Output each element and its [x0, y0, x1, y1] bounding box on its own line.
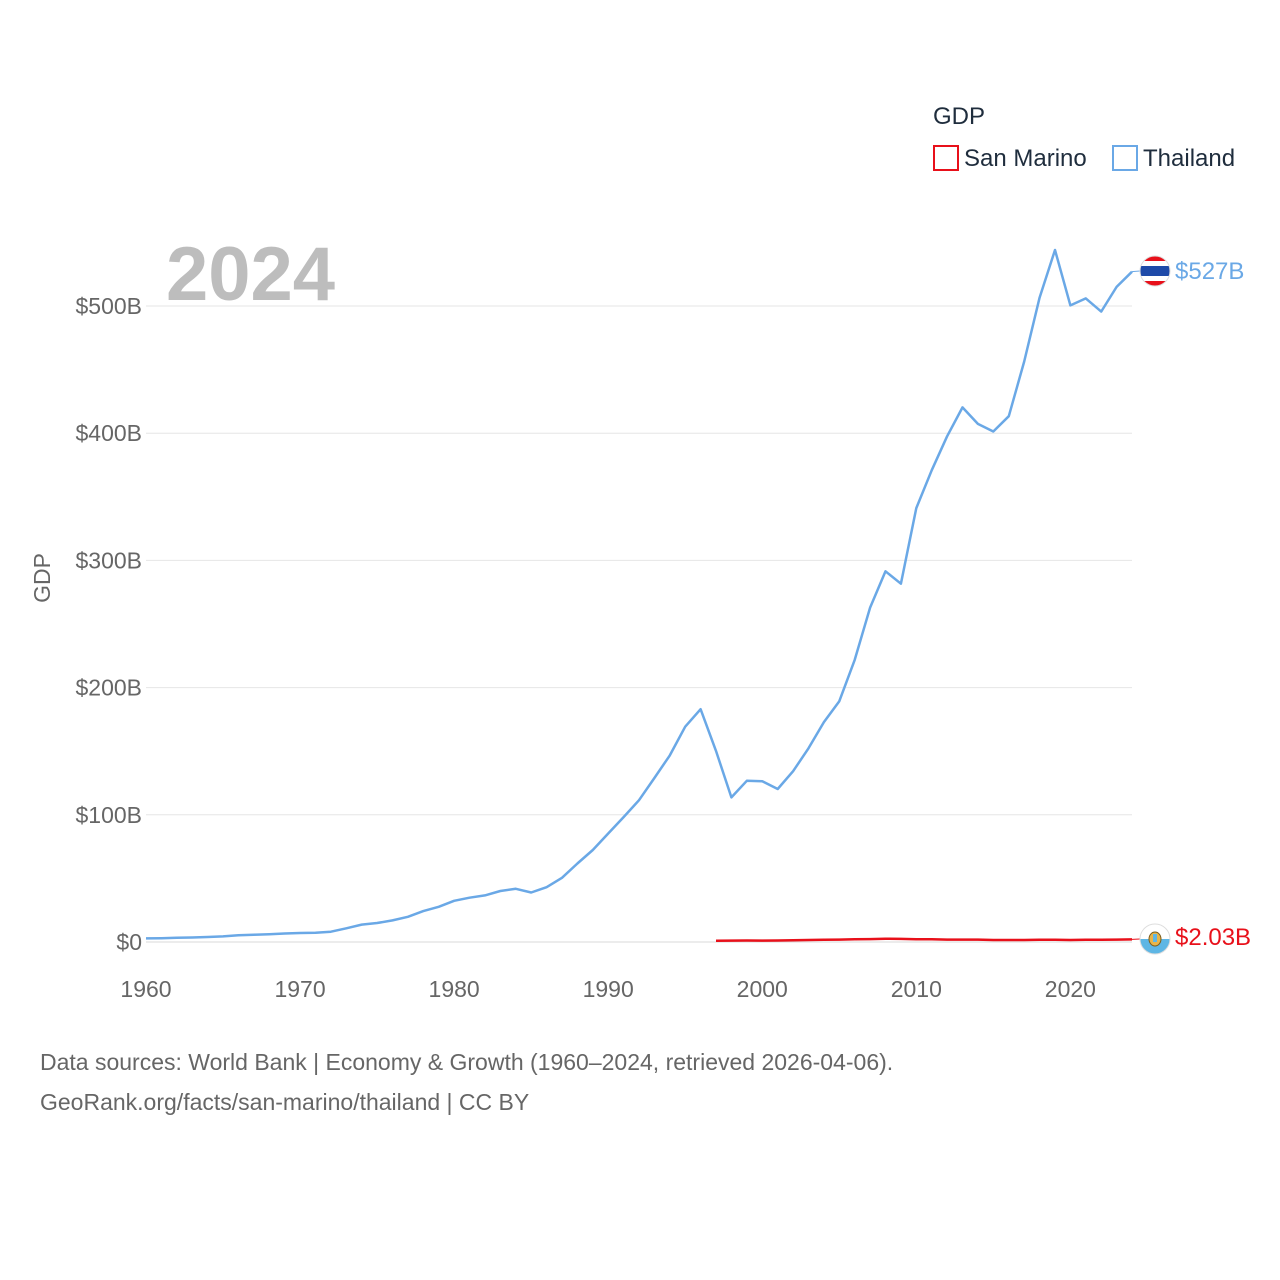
legend-swatch-san-marino[interactable] [933, 145, 959, 171]
san-marino-flag-icon [1140, 924, 1170, 954]
y-axis-ticks: $0 $100B $200B $300B $400B $500B [75, 293, 142, 955]
y-tick-label: $400B [75, 420, 142, 446]
legend-label-thailand[interactable]: Thailand [1143, 145, 1235, 172]
x-tick-label: 1990 [583, 976, 634, 1002]
y-tick-label: $100B [75, 802, 142, 828]
y-axis-label: GDP [29, 553, 55, 603]
y-tick-label: $0 [116, 929, 142, 955]
x-tick-label: 1970 [274, 976, 325, 1002]
x-tick-label: 1980 [429, 976, 480, 1002]
legend: GDP San Marino Thailand [933, 103, 1235, 172]
series-line-san-marino[interactable] [715, 937, 1133, 942]
san-marino-end-marker [1139, 923, 1171, 955]
source-line-1: Data sources: World Bank | Economy & Gro… [40, 1049, 894, 1075]
x-tick-label: 2000 [737, 976, 788, 1002]
source-line-2[interactable]: GeoRank.org/facts/san-marino/thailand | … [40, 1089, 530, 1115]
thailand-flag-icon [1140, 256, 1170, 286]
gdp-line-chart: $0 $100B $200B $300B $400B $500B 1960 1970 1980… [29, 103, 1251, 1002]
legend-title: GDP [933, 103, 985, 130]
thailand-end-marker [1139, 255, 1171, 287]
x-tick-label: 2010 [891, 976, 942, 1002]
year-label: 2024 [166, 232, 335, 317]
end-label-thailand: $527B [1175, 258, 1244, 285]
end-label-san-marino: $2.03B [1175, 924, 1251, 951]
series-lines [145, 248, 1141, 942]
x-axis-ticks: 1960 1970 1980 1990 2000 2010 2020 [120, 976, 1096, 1002]
end-connector [1131, 270, 1141, 273]
y-tick-label: $300B [75, 547, 142, 573]
x-tick-label: 1960 [120, 976, 171, 1002]
y-tick-label: $200B [75, 675, 142, 701]
series-line-thailand[interactable] [145, 248, 1133, 940]
legend-swatch-thailand[interactable] [1112, 145, 1138, 171]
x-tick-label: 2020 [1045, 976, 1096, 1002]
source-note: Data sources: World Bank | Economy & Gro… [40, 1042, 893, 1122]
y-tick-label: $500B [75, 293, 142, 319]
gridlines [146, 305, 1132, 943]
legend-label-san-marino[interactable]: San Marino [964, 145, 1087, 172]
